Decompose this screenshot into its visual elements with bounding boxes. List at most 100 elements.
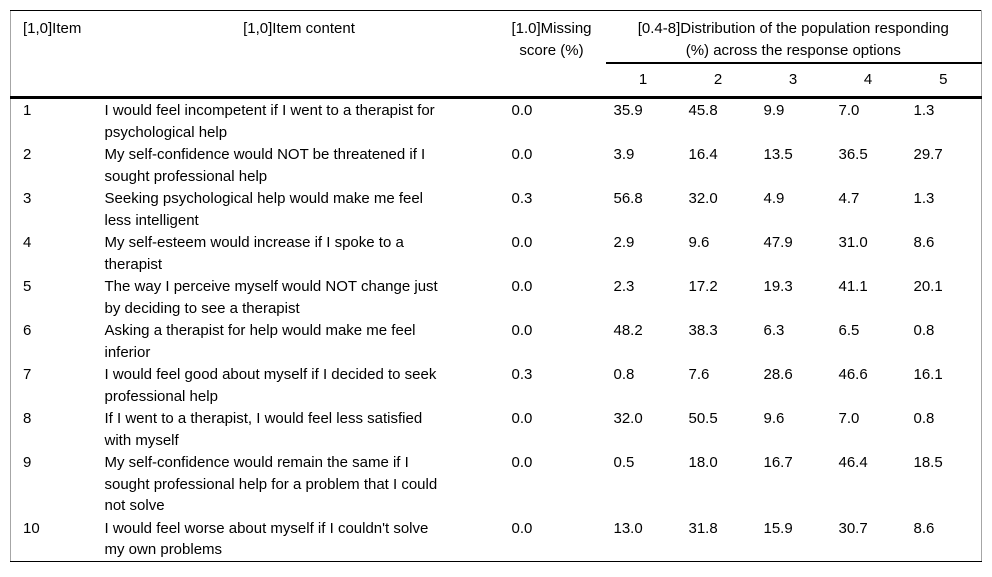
header-item-content: [1,0]Item content bbox=[243, 20, 355, 37]
header-distribution-group: [0.4-8]Distribution of the population re… bbox=[605, 10, 982, 64]
response-option-1-cell: 3.9 bbox=[613, 146, 635, 163]
response-option-1-cell: 35.9 bbox=[613, 102, 643, 119]
item-content-cell: My self-confidence would remain the same… bbox=[104, 454, 438, 514]
response-option-4-cell: 36.5 bbox=[838, 146, 868, 163]
missing-score-cell: 0.0 bbox=[511, 410, 533, 427]
item-content-cell: Seeking psychological help would make me… bbox=[104, 190, 424, 229]
response-option-2-cell: 32.0 bbox=[688, 190, 718, 207]
header-option-2: 2 bbox=[713, 71, 723, 88]
missing-score-cell: 0.3 bbox=[511, 190, 533, 207]
response-option-2-cell: 18.0 bbox=[688, 454, 718, 471]
response-option-2-cell: 31.8 bbox=[688, 519, 718, 537]
response-option-3-cell: 28.6 bbox=[763, 366, 793, 383]
response-option-5-cell: 16.1 bbox=[913, 366, 943, 383]
response-option-1-cell: 56.8 bbox=[613, 190, 643, 207]
item-number-cell: 5 bbox=[23, 278, 32, 295]
header-row-groups: [1,0]Item [1,0]Item content [1.0]Missing… bbox=[11, 10, 982, 64]
item-number-cell: 2 bbox=[23, 146, 32, 163]
header-row-options: 1 2 3 4 5 bbox=[11, 63, 982, 98]
item-number-cell: 10 bbox=[23, 519, 40, 537]
response-option-3-cell: 19.3 bbox=[763, 278, 793, 295]
response-option-1-cell: 0.5 bbox=[613, 454, 635, 471]
item-number-cell: 9 bbox=[23, 454, 32, 471]
header-missing-score: [1.0]Missing score (%) bbox=[511, 20, 592, 59]
missing-score-cell: 0.0 bbox=[511, 454, 533, 471]
missing-score-cell: 0.0 bbox=[511, 519, 533, 537]
response-option-5-cell: 0.8 bbox=[913, 322, 935, 339]
response-option-4-cell: 46.6 bbox=[838, 366, 868, 383]
missing-score-cell: 0.0 bbox=[511, 146, 533, 163]
response-option-3-cell: 15.9 bbox=[763, 519, 793, 537]
header-option-4: 4 bbox=[863, 71, 873, 88]
header-option-1: 1 bbox=[638, 71, 648, 88]
item-number-cell: 3 bbox=[23, 190, 32, 207]
item-content-cell: My self-esteem would increase if I spoke… bbox=[104, 234, 404, 273]
response-option-1-cell: 0.8 bbox=[613, 366, 635, 383]
missing-score-cell: 0.0 bbox=[511, 234, 533, 251]
response-option-5-cell: 29.7 bbox=[913, 146, 943, 163]
table-row: 2 My self-confidence would NOT be threat… bbox=[11, 143, 982, 187]
response-option-4-cell: 46.4 bbox=[838, 454, 868, 471]
response-option-2-cell: 38.3 bbox=[688, 322, 718, 339]
response-option-3-cell: 13.5 bbox=[763, 146, 793, 163]
response-option-5-cell: 0.8 bbox=[913, 410, 935, 427]
missing-score-cell: 0.3 bbox=[511, 366, 533, 383]
item-content-cell: Asking a therapist for help would make m… bbox=[104, 322, 416, 361]
response-option-2-cell: 16.4 bbox=[688, 146, 718, 163]
response-option-3-cell: 4.9 bbox=[763, 190, 785, 207]
response-option-3-cell: 6.3 bbox=[763, 322, 785, 339]
item-content-cell: I would feel good about myself if I deci… bbox=[104, 366, 437, 405]
response-option-4-cell: 4.7 bbox=[838, 190, 860, 207]
item-number-cell: 7 bbox=[23, 366, 32, 383]
response-option-2-cell: 7.6 bbox=[688, 366, 710, 383]
item-number-cell: 1 bbox=[23, 102, 32, 119]
response-option-5-cell: 20.1 bbox=[913, 278, 943, 295]
item-number-cell: 8 bbox=[23, 410, 32, 427]
item-content-cell: If I went to a therapist, I would feel l… bbox=[104, 410, 423, 449]
response-option-3-cell: 9.6 bbox=[763, 410, 785, 427]
response-option-1-cell: 13.0 bbox=[613, 519, 643, 537]
response-option-3-cell: 16.7 bbox=[763, 454, 793, 471]
response-option-5-cell: 8.6 bbox=[913, 519, 935, 537]
response-option-2-cell: 50.5 bbox=[688, 410, 718, 427]
response-option-3-cell: 47.9 bbox=[763, 234, 793, 251]
response-option-4-cell: 31.0 bbox=[838, 234, 868, 251]
header-item: [1,0]Item bbox=[23, 20, 82, 37]
item-content-cell: I would feel incompetent if I went to a … bbox=[104, 102, 435, 141]
item-number-cell: 4 bbox=[23, 234, 32, 251]
response-option-4-cell: 30.7 bbox=[838, 519, 868, 537]
table-body: 1 I would feel incompetent if I went to … bbox=[11, 98, 982, 562]
response-option-4-cell: 6.5 bbox=[838, 322, 860, 339]
table-row: 8 If I went to a therapist, I would feel… bbox=[11, 407, 982, 451]
response-option-4-cell: 7.0 bbox=[838, 410, 860, 427]
table-row: 6 Asking a therapist for help would make… bbox=[11, 319, 982, 363]
table-row: 3 Seeking psychological help would make … bbox=[11, 187, 982, 231]
response-option-5-cell: 1.3 bbox=[913, 190, 935, 207]
response-option-3-cell: 9.9 bbox=[763, 102, 785, 119]
missing-score-cell: 0.0 bbox=[511, 102, 533, 119]
response-option-5-cell: 1.3 bbox=[913, 102, 935, 119]
item-content-cell: My self-confidence would NOT be threaten… bbox=[104, 146, 426, 185]
table-row: 7 I would feel good about myself if I de… bbox=[11, 363, 982, 407]
response-option-1-cell: 32.0 bbox=[613, 410, 643, 427]
item-number-cell: 6 bbox=[23, 322, 32, 339]
response-option-1-cell: 48.2 bbox=[613, 322, 643, 339]
response-option-5-cell: 8.6 bbox=[913, 234, 935, 251]
response-option-2-cell: 45.8 bbox=[688, 102, 718, 119]
table-row: 9 My self-confidence would remain the sa… bbox=[11, 451, 982, 517]
item-analysis-table: [1,0]Item [1,0]Item content [1.0]Missing… bbox=[10, 10, 983, 562]
response-option-2-cell: 9.6 bbox=[688, 234, 710, 251]
table-row: 4 My self-esteem would increase if I spo… bbox=[11, 231, 982, 275]
response-option-1-cell: 2.3 bbox=[613, 278, 635, 295]
response-option-5-cell: 18.5 bbox=[913, 454, 943, 471]
header-option-3: 3 bbox=[788, 71, 798, 88]
missing-score-cell: 0.0 bbox=[511, 322, 533, 339]
missing-score-cell: 0.0 bbox=[511, 278, 533, 295]
response-option-2-cell: 17.2 bbox=[688, 278, 718, 295]
header-option-5: 5 bbox=[939, 71, 948, 88]
item-content-cell: The way I perceive myself would NOT chan… bbox=[104, 278, 438, 317]
response-option-1-cell: 2.9 bbox=[613, 234, 635, 251]
table-row: 10 I would feel worse about myself if I … bbox=[11, 517, 982, 562]
item-content-cell: I would feel worse about myself if I cou… bbox=[104, 519, 429, 559]
